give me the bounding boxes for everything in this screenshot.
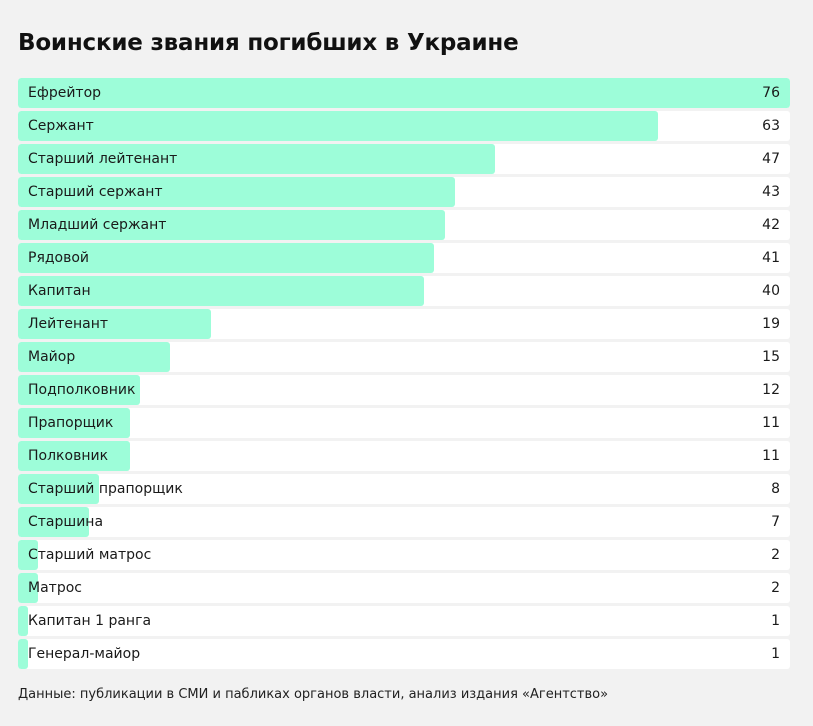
bar-row: Старший лейтенант 47 (18, 144, 790, 174)
bar-list: Ефрейтор 76 Сержант 63 Старший лейтенант 47 Ст… (18, 78, 790, 672)
value-label: 76 (762, 85, 780, 101)
chart-title: Воинские звания погибших в Украине (18, 30, 519, 56)
bar (18, 375, 140, 405)
bar (18, 111, 658, 141)
bar-row: Капитан 40 (18, 276, 790, 306)
value-label: 42 (762, 217, 780, 233)
category-label: Подполковник (28, 382, 136, 398)
bar-row: Подполковник 12 (18, 375, 790, 405)
value-label: 1 (771, 613, 780, 629)
category-label: Полковник (28, 448, 109, 464)
category-label: Капитан (28, 283, 91, 299)
value-label: 15 (762, 349, 780, 365)
bar (18, 78, 790, 108)
bar (18, 243, 435, 273)
bar-row: Ефрейтор 76 (18, 78, 790, 108)
category-label: Прапорщик (28, 415, 114, 431)
bar (18, 573, 39, 603)
category-label: Генерал-майор (28, 646, 141, 662)
value-label: 2 (771, 547, 780, 563)
value-label: 41 (762, 250, 780, 266)
value-label: 1 (771, 646, 780, 662)
bar-row: Рядовой 41 (18, 243, 790, 273)
bar (18, 177, 455, 207)
bar-row: Старшина 7 (18, 507, 790, 537)
value-label: 2 (771, 580, 780, 596)
bar (18, 408, 130, 438)
bar (18, 342, 171, 372)
category-label: Матрос (28, 580, 82, 596)
bar-row: Младший сержант 42 (18, 210, 790, 240)
bar (18, 210, 445, 240)
bar-row: Генерал-майор 1 (18, 639, 790, 669)
category-label: Младший сержант (28, 217, 167, 233)
category-label: Старший прапорщик (28, 481, 183, 497)
category-label: Ефрейтор (28, 85, 102, 101)
bar (18, 474, 100, 504)
bar (18, 540, 39, 570)
value-label: 47 (762, 151, 780, 167)
value-label: 19 (762, 316, 780, 332)
source-note: Данные: публикации в СМИ и пабликах орга… (18, 687, 609, 702)
bar-row: Старший прапорщик 8 (18, 474, 790, 504)
bar (18, 309, 211, 339)
value-label: 7 (771, 514, 780, 530)
bar-row: Майор 15 (18, 342, 790, 372)
category-label: Старший лейтенант (28, 151, 178, 167)
bar-row: Капитан 1 ранга 1 (18, 606, 790, 636)
bar-row: Сержант 63 (18, 111, 790, 141)
bar (18, 144, 496, 174)
value-label: 8 (771, 481, 780, 497)
bar-row: Полковник 11 (18, 441, 790, 471)
value-label: 43 (762, 184, 780, 200)
category-label: Старший сержант (28, 184, 163, 200)
bar (18, 441, 130, 471)
bar (18, 507, 90, 537)
bar-row: Старший сержант 43 (18, 177, 790, 207)
category-label: Сержант (28, 118, 94, 134)
bar-row: Прапорщик 11 (18, 408, 790, 438)
category-label: Капитан 1 ранга (28, 613, 152, 629)
category-label: Старший матрос (28, 547, 152, 563)
value-label: 11 (762, 415, 780, 431)
category-label: Лейтенант (28, 316, 109, 332)
value-label: 12 (762, 382, 780, 398)
bar-row: Старший матрос 2 (18, 540, 790, 570)
bar (18, 639, 29, 669)
bar (18, 606, 29, 636)
bar-row: Матрос 2 (18, 573, 790, 603)
category-label: Старшина (28, 514, 104, 530)
bar (18, 276, 425, 306)
value-label: 11 (762, 448, 780, 464)
value-label: 63 (762, 118, 780, 134)
bar-row: Лейтенант 19 (18, 309, 790, 339)
category-label: Рядовой (28, 250, 90, 266)
category-label: Майор (28, 349, 76, 365)
value-label: 40 (762, 283, 780, 299)
